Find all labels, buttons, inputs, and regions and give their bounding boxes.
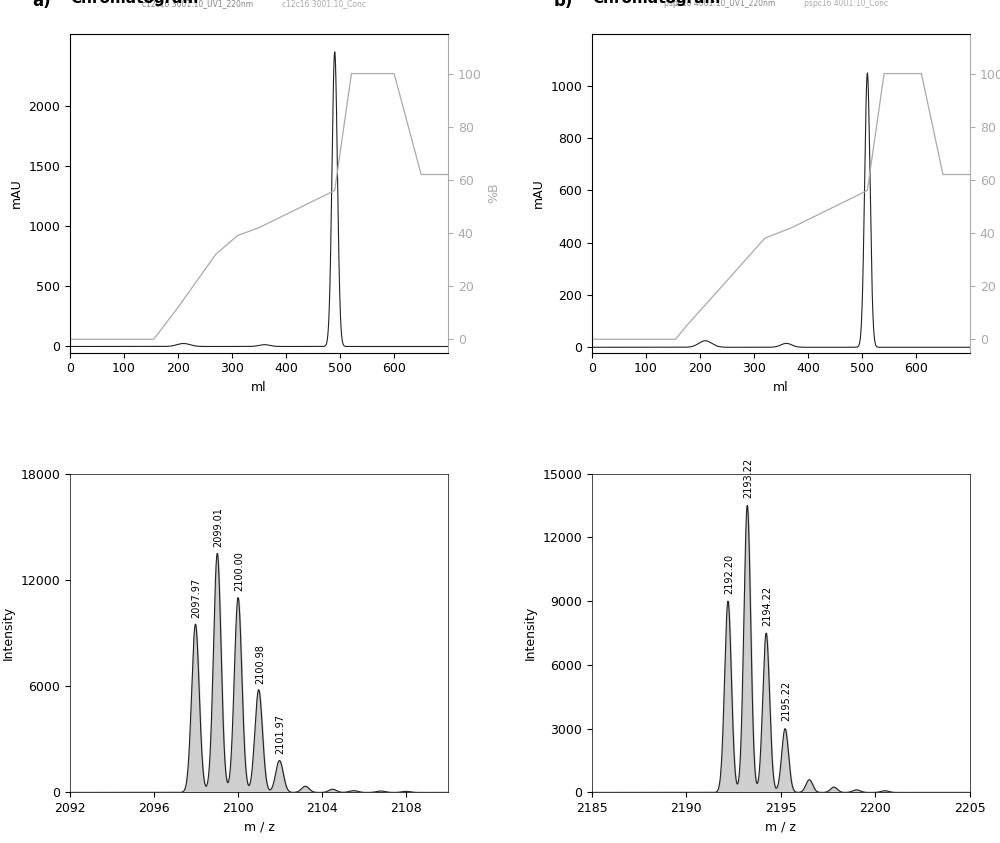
Y-axis label: %B: %B xyxy=(487,183,500,203)
Text: 2097.97: 2097.97 xyxy=(192,577,202,618)
Text: 2099.01: 2099.01 xyxy=(214,507,224,547)
X-axis label: ml: ml xyxy=(251,381,267,394)
X-axis label: ml: ml xyxy=(773,381,789,394)
Text: Chromatogram: Chromatogram xyxy=(70,0,198,6)
Text: pspc16 4001:10_UV1_220nm: pspc16 4001:10_UV1_220nm xyxy=(664,0,775,8)
Y-axis label: Intensity: Intensity xyxy=(524,606,537,660)
Y-axis label: mAU: mAU xyxy=(532,178,545,208)
Text: 2194.22: 2194.22 xyxy=(762,586,772,626)
Text: a): a) xyxy=(32,0,51,10)
Text: 2195.22: 2195.22 xyxy=(781,681,791,722)
X-axis label: m / z: m / z xyxy=(244,821,275,834)
Y-axis label: mAU: mAU xyxy=(10,178,23,208)
Text: 2192.20: 2192.20 xyxy=(724,554,734,593)
Text: 2100.00: 2100.00 xyxy=(234,551,244,592)
Text: c12c16 3001:10_UV1_220nm: c12c16 3001:10_UV1_220nm xyxy=(142,0,253,8)
Text: Chromatogram: Chromatogram xyxy=(592,0,720,6)
Text: c12c16 3001:10_Conc: c12c16 3001:10_Conc xyxy=(282,0,366,8)
Text: 2193.22: 2193.22 xyxy=(743,458,753,498)
Text: 2101.97: 2101.97 xyxy=(276,714,286,754)
Text: b): b) xyxy=(554,0,573,10)
Text: pspc16 4001:10_Conc: pspc16 4001:10_Conc xyxy=(804,0,888,8)
Text: 2100.98: 2100.98 xyxy=(255,643,265,684)
Y-axis label: Intensity: Intensity xyxy=(2,606,15,660)
X-axis label: m / z: m / z xyxy=(765,821,796,834)
